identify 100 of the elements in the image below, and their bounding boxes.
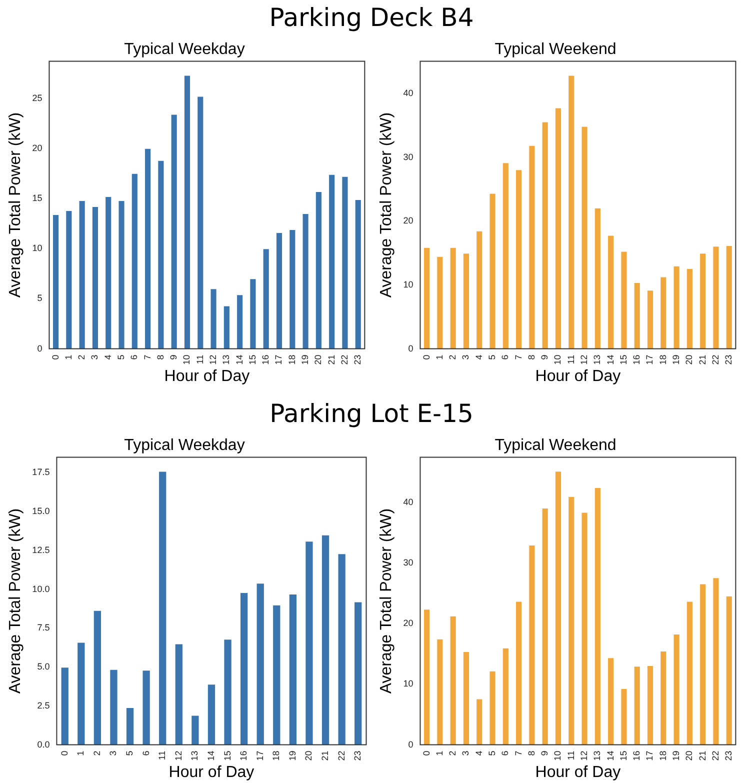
x-tick-label: 13 [592, 750, 602, 761]
x-tick-label: 6 [129, 354, 140, 360]
y-tick-label: 10.0 [32, 584, 50, 594]
x-tick-label: 23 [352, 354, 363, 365]
x-tick-label: 0 [421, 354, 432, 360]
x-tick-label: 14 [605, 354, 616, 365]
y-tick-label: 0 [37, 343, 42, 354]
x-tick-label: 21 [697, 750, 708, 761]
x-tick-label: 6 [140, 750, 151, 756]
x-tick-label: 15 [618, 750, 628, 761]
x-tick-label: 16 [632, 750, 642, 761]
x-tick-label: 21 [697, 354, 708, 365]
y-tick-label: 10 [403, 280, 414, 290]
x-tick-label: 18 [286, 354, 297, 365]
y-tick-label: 10 [403, 678, 414, 689]
x-tick-label: 22 [710, 750, 720, 761]
x-tick-label: 12 [208, 354, 218, 365]
x-tick-label: 4 [102, 354, 113, 360]
x-tick-label: 20 [684, 750, 694, 761]
x-tick-label: 15 [247, 354, 258, 365]
x-tick-label: 1 [434, 354, 444, 360]
y-tick-label: 20 [403, 618, 414, 628]
x-tick-label: 16 [260, 354, 271, 365]
x-tick-label: 11 [566, 354, 576, 364]
x-tick-label: 9 [168, 354, 179, 360]
x-tick-label: 23 [352, 750, 363, 761]
y-tick-label: 25 [32, 92, 42, 103]
x-tick-label: 2 [448, 354, 458, 360]
x-tick-label: 17 [254, 750, 265, 761]
x-tick-label: 0 [421, 750, 432, 756]
x-tick-label: 10 [182, 354, 192, 365]
x-tick-label: 18 [658, 354, 668, 365]
y-tick-label: 15.0 [32, 506, 50, 516]
x-tick-label: 6 [500, 354, 510, 360]
x-tick-label: 12 [579, 750, 590, 761]
x-tick-label: 21 [320, 750, 330, 761]
x-tick-label: 22 [710, 354, 720, 365]
x-tick-label: 3 [460, 354, 471, 360]
x-tick-label: 19 [300, 354, 310, 365]
x-tick-label: 1 [76, 750, 86, 756]
x-tick-label: 20 [313, 354, 324, 365]
x-tick-label: 14 [605, 750, 616, 761]
x-tick-label: 19 [287, 750, 298, 761]
x-tick-label: 5 [124, 750, 135, 756]
y-tick-label: 40 [403, 497, 414, 508]
x-tick-label: 16 [238, 750, 249, 761]
chart-title: Typical Weekday [124, 437, 245, 454]
x-tick-label: 23 [724, 750, 734, 761]
y-axis-title: Average Total Power (kW) [378, 112, 396, 298]
y-axis-title: Average Total Power (kW) [378, 508, 396, 694]
x-axis-title: Hour of Day [535, 764, 621, 781]
x-tick-label: 5 [116, 354, 126, 360]
text: Parking Lot E-15 [268, 398, 474, 430]
y-tick-label: 5 [37, 293, 42, 304]
x-tick-label: 13 [592, 354, 602, 365]
x-tick-label: 7 [513, 750, 524, 756]
x-tick-label: 15 [618, 354, 628, 365]
x-tick-label: 14 [234, 354, 244, 365]
x-tick-label: 18 [658, 750, 668, 761]
x-tick-label: 12 [579, 354, 590, 365]
x-tick-label: 14 [206, 750, 216, 761]
x-tick-label: 8 [155, 354, 166, 360]
x-tick-label: 1 [434, 750, 444, 756]
x-tick-label: 2 [448, 750, 458, 756]
x-tick-label: 17 [644, 354, 655, 365]
y-tick-label: 5.0 [37, 662, 50, 672]
y-tick-label: 30 [403, 558, 414, 568]
x-tick-label: 17 [644, 750, 655, 761]
x-tick-label: 11 [194, 354, 205, 364]
x-tick-label: 11 [566, 750, 576, 760]
x-tick-label: 9 [540, 750, 550, 756]
y-tick-label: 0 [408, 343, 414, 354]
x-tick-label: 6 [500, 750, 510, 756]
x-tick-label: 8 [526, 354, 536, 360]
x-axis-title: Hour of Day [168, 764, 254, 781]
x-tick-label: 4 [474, 354, 484, 360]
y-tick-label: 30 [403, 152, 414, 162]
x-tick-label: 13 [221, 354, 232, 365]
y-tick-label: 20 [403, 216, 414, 226]
x-tick-label: 10 [552, 750, 563, 761]
x-tick-label: 5 [486, 750, 497, 756]
y-tick-label: 10 [32, 243, 42, 254]
x-tick-label: 1 [63, 354, 74, 360]
x-tick-label: 16 [632, 354, 642, 365]
x-tick-label: 22 [339, 354, 350, 365]
x-tick-label: 17 [274, 354, 284, 365]
y-axis-title: Average Total Power (kW) [7, 508, 24, 694]
y-tick-label: 12.5 [32, 544, 50, 555]
x-tick-label: 19 [671, 750, 682, 761]
x-tick-label: 19 [671, 354, 682, 365]
x-tick-label: 5 [486, 354, 497, 360]
x-tick-label: 22 [336, 750, 346, 761]
chart-title: Typical Weekday [124, 41, 245, 58]
y-tick-label: 20 [32, 142, 42, 153]
x-tick-label: 2 [92, 750, 102, 756]
y-tick-label: 7.5 [37, 622, 50, 633]
x-tick-label: 9 [540, 354, 550, 360]
x-tick-label: 21 [326, 354, 336, 365]
x-tick-label: 4 [474, 750, 484, 756]
x-tick-label: 8 [526, 750, 536, 756]
